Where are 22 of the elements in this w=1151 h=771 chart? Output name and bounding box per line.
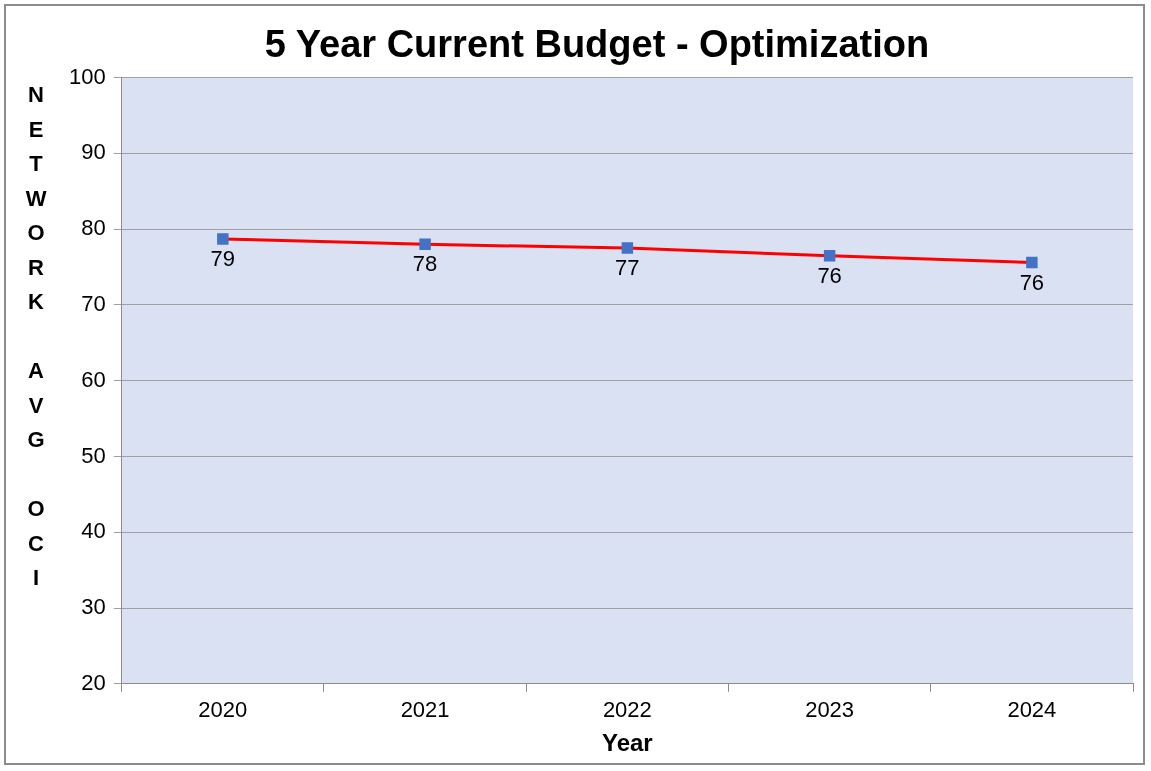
y-tick-label: 100 (68, 63, 106, 89)
y-tick-label: 90 (81, 139, 106, 165)
data-label: 76 (817, 262, 842, 288)
x-tick-label: 2024 (1007, 697, 1057, 723)
x-tick-label: 2020 (198, 697, 248, 723)
data-label: 78 (412, 251, 438, 277)
x-axis-title: Year (601, 729, 653, 757)
data-label: 76 (1019, 269, 1045, 295)
y-tick-label: 80 (81, 215, 106, 241)
y-tick-label: 20 (81, 669, 106, 695)
text: NETWORK AVG OCI (25, 82, 47, 591)
x-tick-label: 2021 (400, 697, 450, 723)
data-label: 77 (615, 255, 640, 281)
y-tick-label: 70 (81, 290, 106, 316)
chart-title: 5 Year Current Budget - Optimization (264, 23, 930, 66)
data-label: 79 (210, 246, 236, 272)
y-tick-label: 60 (81, 366, 106, 392)
y-tick-label: 30 (81, 594, 106, 620)
x-tick-label: 2023 (805, 697, 855, 723)
x-tick-label: 2022 (602, 697, 652, 723)
y-tick-label: 50 (81, 442, 106, 468)
y-tick-label: 40 (81, 518, 106, 544)
